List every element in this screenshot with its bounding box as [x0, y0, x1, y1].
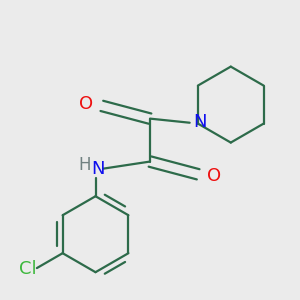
- Text: Cl: Cl: [20, 260, 37, 278]
- Text: H: H: [79, 156, 91, 174]
- Text: O: O: [207, 167, 221, 185]
- Text: N: N: [92, 160, 105, 178]
- Text: O: O: [79, 95, 93, 113]
- Text: N: N: [193, 113, 206, 131]
